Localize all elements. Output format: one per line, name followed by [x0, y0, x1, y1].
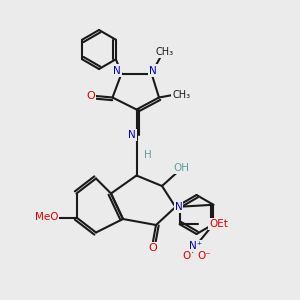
Text: MeO: MeO: [35, 212, 58, 223]
Text: CH₃: CH₃: [172, 89, 190, 100]
Text: N: N: [128, 130, 136, 140]
Text: O: O: [182, 251, 190, 261]
Text: N: N: [113, 65, 121, 76]
Text: OH: OH: [173, 163, 190, 173]
Text: OEt: OEt: [209, 219, 228, 229]
Text: H: H: [144, 149, 152, 160]
Text: N: N: [175, 202, 182, 212]
Text: N: N: [149, 65, 157, 76]
Text: O: O: [86, 91, 95, 101]
Text: N⁺: N⁺: [189, 241, 202, 251]
Text: O⁻: O⁻: [197, 251, 211, 261]
Text: O: O: [148, 243, 158, 254]
Text: CH₃: CH₃: [156, 47, 174, 57]
